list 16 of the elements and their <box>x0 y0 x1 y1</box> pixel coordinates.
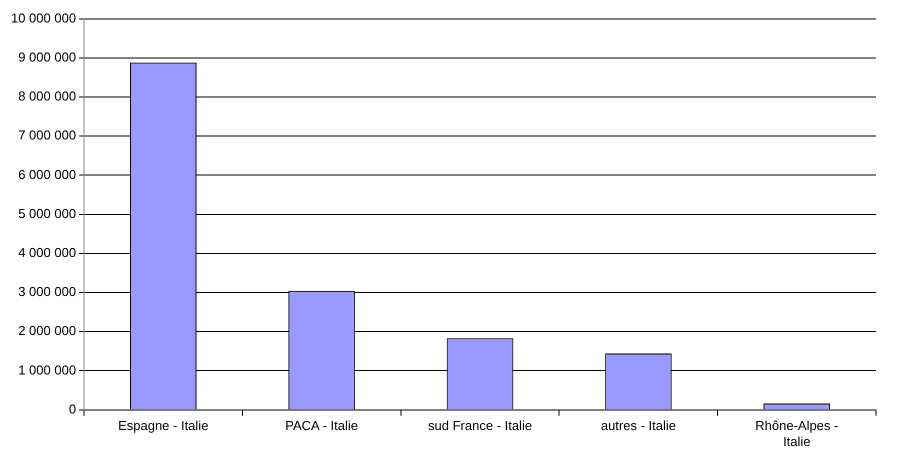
x-tick-label: autres - Italie <box>600 418 676 434</box>
x-tick-label: PACA - Italie <box>285 418 358 434</box>
y-tick-label: 0 <box>68 401 76 416</box>
y-tick-label: 2 000 000 <box>18 323 76 338</box>
x-tick-label: Espagne - Italie <box>118 418 208 434</box>
y-tick-label: 8 000 000 <box>18 88 76 104</box>
y-tick-label: 10 000 000 <box>10 10 76 26</box>
y-tick-label: 7 000 000 <box>18 128 76 143</box>
y-tick-label: 4 000 000 <box>18 244 76 260</box>
y-tick-label: 1 000 000 <box>18 362 76 378</box>
x-tick-label: sud France - Italie <box>428 418 532 434</box>
x-tick-label: Rhône-Alpes - Italie <box>755 418 838 449</box>
y-tick-label: 9 000 000 <box>18 49 76 64</box>
y-tick-label: 6 000 000 <box>18 166 76 182</box>
y-tick-label: 3 000 000 <box>18 284 76 300</box>
y-tick-label: 5 000 000 <box>18 206 76 221</box>
